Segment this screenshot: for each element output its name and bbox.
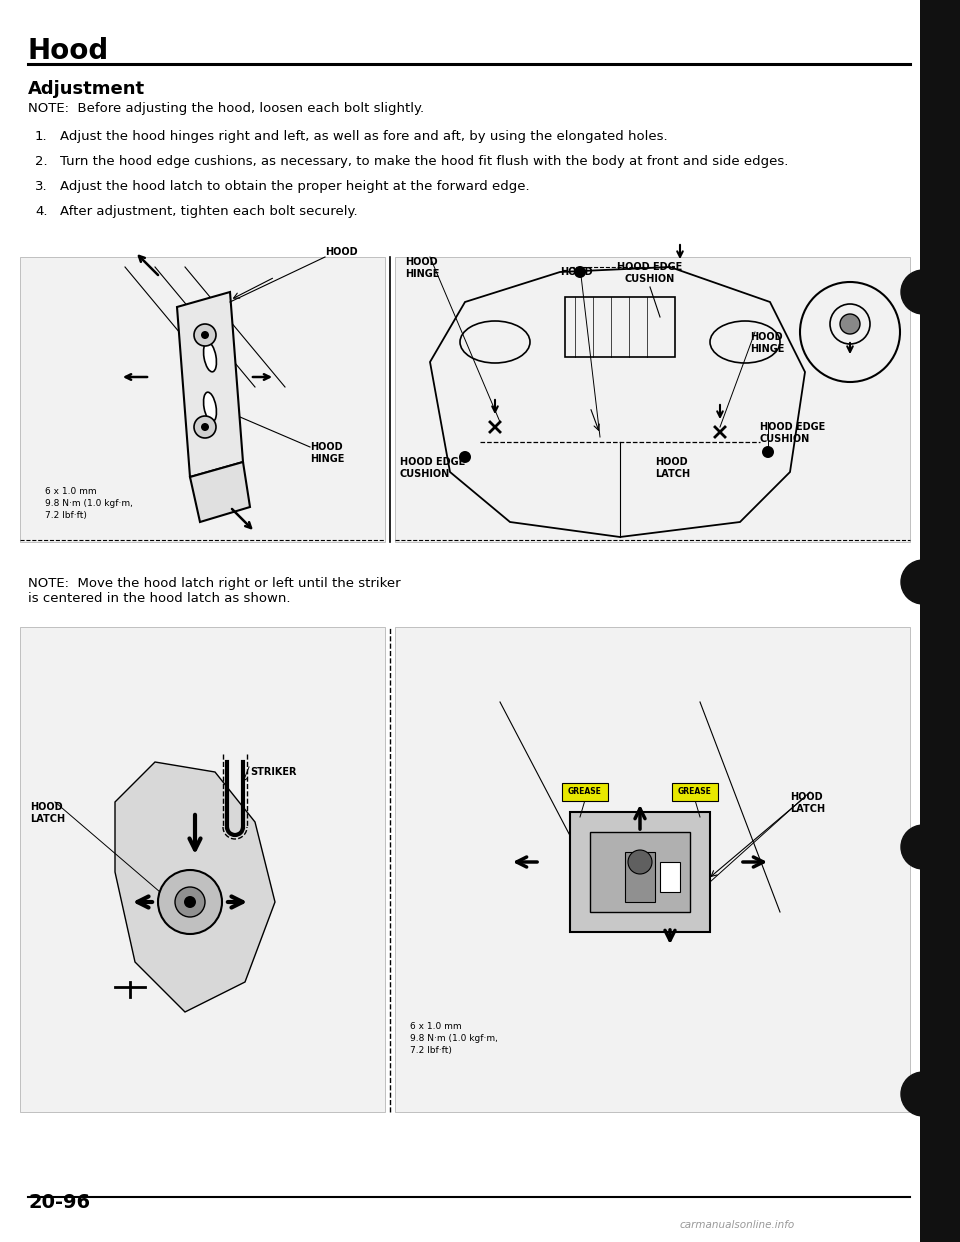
- Text: HOOD
LATCH: HOOD LATCH: [655, 457, 690, 478]
- Text: 6 x 1.0 mm
9.8 N·m (1.0 kgf·m,
7.2 lbf·ft): 6 x 1.0 mm 9.8 N·m (1.0 kgf·m, 7.2 lbf·f…: [45, 487, 132, 519]
- Text: Adjustment: Adjustment: [28, 79, 145, 98]
- Bar: [570, 812, 710, 932]
- Bar: [590, 832, 690, 912]
- Text: After adjustment, tighten each bolt securely.: After adjustment, tighten each bolt secu…: [60, 205, 358, 219]
- Text: HOOD EDGE
CUSHION: HOOD EDGE CUSHION: [617, 262, 683, 283]
- Text: 6 x 1.0 mm
9.8 N·m (1.0 kgf·m,
7.2 lbf·ft): 6 x 1.0 mm 9.8 N·m (1.0 kgf·m, 7.2 lbf·f…: [410, 1022, 498, 1054]
- Circle shape: [762, 446, 774, 458]
- Text: 3.: 3.: [35, 180, 48, 193]
- Text: HOOD: HOOD: [560, 267, 592, 277]
- Polygon shape: [177, 292, 243, 477]
- Text: Hood: Hood: [28, 37, 109, 65]
- Text: GREASE: GREASE: [678, 786, 712, 795]
- Circle shape: [194, 324, 216, 347]
- Text: NOTE:  Before adjusting the hood, loosen each bolt slightly.: NOTE: Before adjusting the hood, loosen …: [28, 102, 424, 116]
- Polygon shape: [115, 763, 275, 1012]
- Circle shape: [901, 1072, 945, 1117]
- Circle shape: [158, 869, 222, 934]
- Circle shape: [201, 332, 209, 339]
- Bar: [395, 257, 910, 542]
- Text: HOOD
HINGE: HOOD HINGE: [405, 257, 440, 278]
- Circle shape: [901, 825, 945, 869]
- Bar: [660, 862, 680, 892]
- Text: 20-96: 20-96: [28, 1194, 90, 1212]
- Bar: [565, 297, 675, 356]
- Polygon shape: [190, 462, 250, 522]
- Circle shape: [184, 895, 196, 908]
- Text: HOOD: HOOD: [325, 247, 358, 257]
- Circle shape: [901, 270, 945, 314]
- Circle shape: [175, 887, 205, 917]
- Text: HOOD EDGE
CUSHION: HOOD EDGE CUSHION: [760, 422, 826, 443]
- Bar: [20, 627, 385, 1112]
- Circle shape: [901, 560, 945, 604]
- FancyBboxPatch shape: [562, 782, 608, 801]
- Text: HOOD EDGE
CUSHION: HOOD EDGE CUSHION: [400, 457, 466, 478]
- Text: 4.: 4.: [35, 205, 47, 219]
- Text: carmanualsonline.info: carmanualsonline.info: [680, 1220, 795, 1230]
- Ellipse shape: [204, 343, 216, 371]
- Bar: [395, 627, 910, 1112]
- Text: HOOD
HINGE: HOOD HINGE: [750, 332, 784, 354]
- Text: Turn the hood edge cushions, as necessary, to make the hood fit flush with the b: Turn the hood edge cushions, as necessar…: [60, 155, 788, 168]
- Bar: [625, 852, 655, 902]
- Circle shape: [574, 266, 586, 278]
- Text: HOOD
LATCH: HOOD LATCH: [30, 802, 65, 823]
- Text: GREASE: GREASE: [568, 786, 602, 795]
- Circle shape: [840, 314, 860, 334]
- Text: HOOD
HINGE: HOOD HINGE: [310, 442, 345, 463]
- Circle shape: [628, 850, 652, 874]
- Circle shape: [194, 416, 216, 438]
- Text: HOOD
LATCH: HOOD LATCH: [790, 792, 826, 814]
- Circle shape: [459, 451, 471, 463]
- Text: NOTE:  Move the hood latch right or left until the striker
is centered in the ho: NOTE: Move the hood latch right or left …: [28, 578, 400, 605]
- Text: Adjust the hood latch to obtain the proper height at the forward edge.: Adjust the hood latch to obtain the prop…: [60, 180, 530, 193]
- Bar: [20, 257, 385, 542]
- Ellipse shape: [204, 392, 216, 422]
- Bar: [920, 0, 960, 1242]
- Text: Adjust the hood hinges right and left, as well as fore and aft, by using the elo: Adjust the hood hinges right and left, a…: [60, 130, 667, 143]
- Circle shape: [201, 424, 209, 431]
- Text: 2.: 2.: [35, 155, 48, 168]
- Text: 1.: 1.: [35, 130, 48, 143]
- FancyBboxPatch shape: [672, 782, 718, 801]
- Text: STRIKER: STRIKER: [250, 768, 297, 777]
